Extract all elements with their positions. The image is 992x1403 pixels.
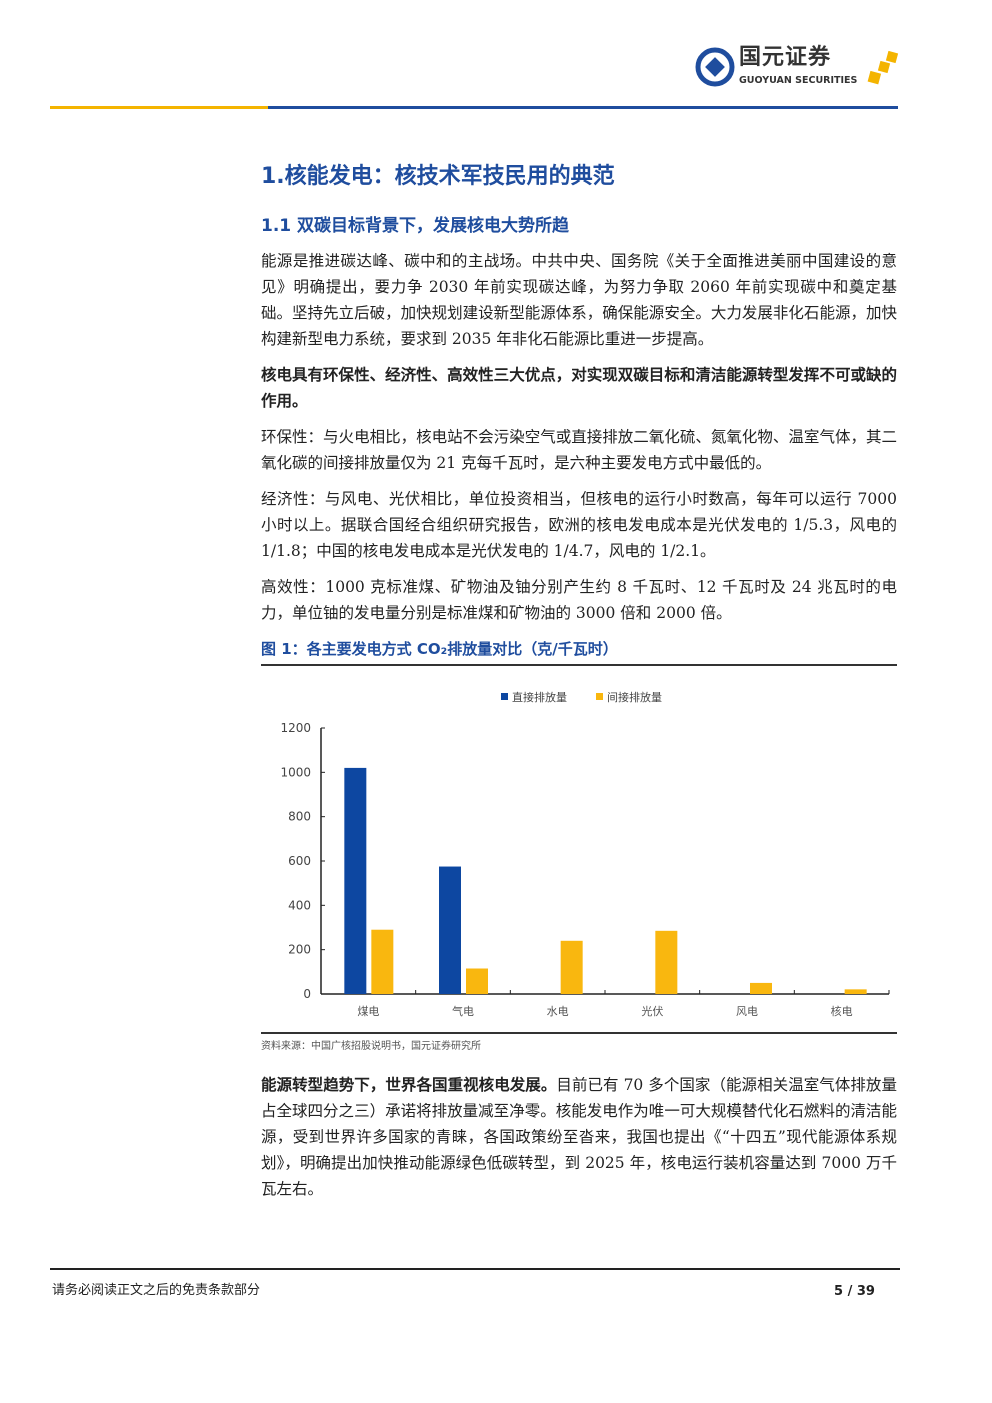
bar-直接排放量-煤电: [344, 767, 367, 994]
x-tick-label: 光伏: [641, 1004, 663, 1018]
subsection-title: 1.1 双碳目标背景下，发展核电大势所趋: [261, 216, 570, 236]
emissions-bar-chart: 直接排放量 间接排放量 0 200 400 600 800 1000 1200 煤电 气电 水电 光伏 风…: [280, 690, 890, 1018]
paragraph: 经济性：与风电、光伏相比，单位投资相当，但核电的运行小时数高，每年可以运行 70…: [261, 490, 897, 560]
paragraph: 高效性：1000 克标准煤、矿物油及铀分别产生约 8 千瓦时、12 千瓦时及 2…: [261, 578, 897, 622]
figure-source: 资料来源：中国广核招股说明书，国元证券研究所: [261, 1032, 897, 1054]
bar-间接排放量-气电: [466, 968, 488, 994]
legend-swatch: [501, 693, 508, 700]
header-rule: [50, 106, 268, 109]
logo-english-name: GUOYUAN SECURITIES: [739, 75, 858, 86]
y-tick-label: 800: [288, 810, 311, 824]
section-title: 1.核能发电：核技术军技民用的典范: [261, 164, 615, 189]
footer-rule: [50, 1268, 900, 1270]
page-number: 5 / 39: [834, 1284, 875, 1299]
bar-间接排放量-核电: [844, 989, 867, 994]
y-tick-label: 1000: [280, 765, 311, 779]
bar-间接排放量-光伏: [655, 930, 678, 994]
bar-直接排放量-气电: [439, 866, 461, 994]
closing-paragraph: 能源转型趋势下，世界各国重视核电发展。目前已有 70 多个国家（能源相关温室气体…: [261, 1072, 897, 1202]
paragraph: 环保性：与火电相比，核电站不会污染空气或直接排放二氧化硫、氮氧化物、温室气体，其…: [261, 428, 897, 472]
bar-间接排放量-风电: [750, 982, 772, 994]
header-rule: [268, 106, 898, 109]
y-tick-label: 600: [288, 854, 311, 868]
body-text: 能源是推进碳达峰、碳中和的主战场。中共中央、国务院《关于全面推进美丽中国建设的意…: [261, 248, 897, 626]
x-tick-label: 核电: [831, 1004, 853, 1018]
closing-text: 目前已有 70 多个国家（能源相关温室气体排放量占全球四分之三）承诺将排放量减至…: [261, 1076, 897, 1198]
figure-title: 图 1：各主要发电方式 CO₂排放量对比（克/千瓦时）: [261, 638, 897, 666]
y-tick-label: 1200: [280, 721, 311, 735]
closing-lead: 能源转型趋势下，世界各国重视核电发展。: [261, 1075, 557, 1094]
main-content: 1.核能发电：核技术军技民用的典范 1.1 双碳目标背景下，发展核电大势所趋 能…: [261, 162, 897, 1202]
y-tick-label: 400: [288, 898, 311, 912]
bar-间接排放量-水电: [560, 940, 583, 994]
legend-label: 直接排放量: [512, 690, 567, 704]
bar-间接排放量-煤电: [371, 929, 394, 994]
guoyuan-logo: 国元证券 GUOYUAN SECURITIES: [695, 45, 900, 90]
x-tick-label: 水电: [547, 1005, 569, 1018]
y-tick-label: 0: [303, 987, 311, 1001]
logo-squares-icon: [867, 50, 899, 85]
paragraph: 核电具有环保性、经济性、高效性三大优点，对实现双碳目标和清洁能源转型发挥不可或缺…: [261, 365, 897, 410]
logo-chinese-name: 国元证券: [739, 45, 832, 70]
x-tick-label: 气电: [452, 1004, 474, 1018]
x-tick-label: 煤电: [357, 1005, 379, 1018]
x-tick-label: 风电: [736, 1005, 758, 1018]
legend-label: 间接排放量: [607, 690, 662, 704]
y-tick-label: 200: [288, 943, 311, 957]
paragraph: 能源是推进碳达峰、碳中和的主战场。中共中央、国务院《关于全面推进美丽中国建设的意…: [261, 252, 897, 348]
logo-emblem-icon: [695, 47, 735, 87]
footer-disclaimer: 请务必阅读正文之后的免责条款部分: [52, 1283, 261, 1298]
legend-swatch: [596, 693, 603, 700]
